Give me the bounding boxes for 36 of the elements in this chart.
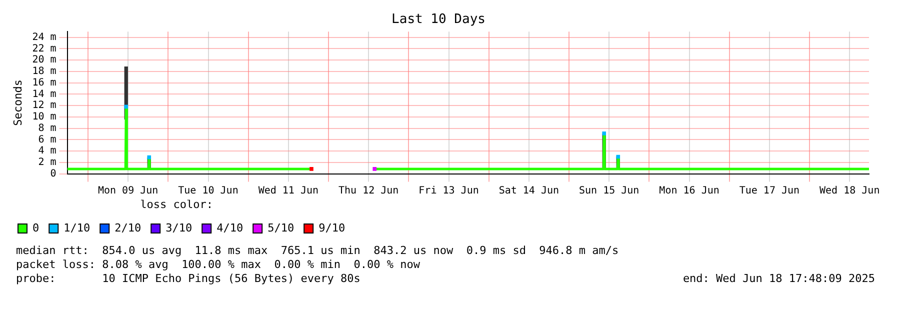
text: probe: 10 ICMP Echo Pings (56 Bytes) every 80s xyxy=(16,272,362,286)
y-tick-label: 24 m xyxy=(32,32,56,43)
x-tick-label: Mon 16 Jun xyxy=(659,185,720,196)
y-tick-label: 14 m xyxy=(32,88,56,100)
y-axis-title: Seconds xyxy=(11,80,24,126)
text: end: Wed Jun 18 17:48:09 2025 xyxy=(682,272,875,286)
y-tick-label: 12 m xyxy=(32,100,56,112)
x-tick-label: Thu 12 Jun xyxy=(338,185,399,196)
text: packet loss: 8.08 % avg 100.00 % max 0.00 % min 0.00 % now xyxy=(16,258,421,272)
x-tick-label: Sun 15 Jun xyxy=(579,185,640,196)
legend-label: 4/10 xyxy=(216,221,244,234)
text: median rtt: 854.0 us avg 11.8 ms max 765.1 us min 843.2 us now 0.9 ms sd 946.8 m am/s xyxy=(16,244,620,258)
x-tick-label: Mon 09 Jun xyxy=(98,185,158,196)
legend-label: 3/10 xyxy=(166,221,192,234)
x-tick-label: Fri 13 Jun xyxy=(418,185,479,196)
legend-label: 9/10 xyxy=(318,221,346,234)
y-tick-label: 8 m xyxy=(38,122,56,134)
chart-title: Last 10 Days xyxy=(392,12,486,28)
x-tick-label: Wed 11 Jun xyxy=(258,185,319,196)
legend-label: 5/10 xyxy=(268,221,294,234)
y-tick-label: 0 xyxy=(50,168,56,180)
legend-label: 1/10 xyxy=(64,221,90,234)
y-tick-label: 10 m xyxy=(32,112,56,123)
y-tick-label: 16 m xyxy=(32,77,56,88)
x-tick-label: Tue 10 Jun xyxy=(178,185,238,196)
x-tick-label: Wed 18 Jun xyxy=(820,185,880,196)
x-tick-label: Tue 17 Jun xyxy=(739,185,800,196)
y-tick-label: 20 m xyxy=(32,54,56,66)
legend-label: 2/10 xyxy=(114,221,142,234)
legend-title: loss color: xyxy=(140,198,213,212)
y-tick-label: 6 m xyxy=(38,134,56,146)
y-tick-label: 22 m xyxy=(32,43,56,54)
y-tick-label: 18 m xyxy=(32,66,56,78)
y-tick-label: 4 m xyxy=(38,146,56,157)
y-tick-label: 2 m xyxy=(38,157,56,168)
x-tick-label: Sat 14 Jun xyxy=(498,185,560,196)
